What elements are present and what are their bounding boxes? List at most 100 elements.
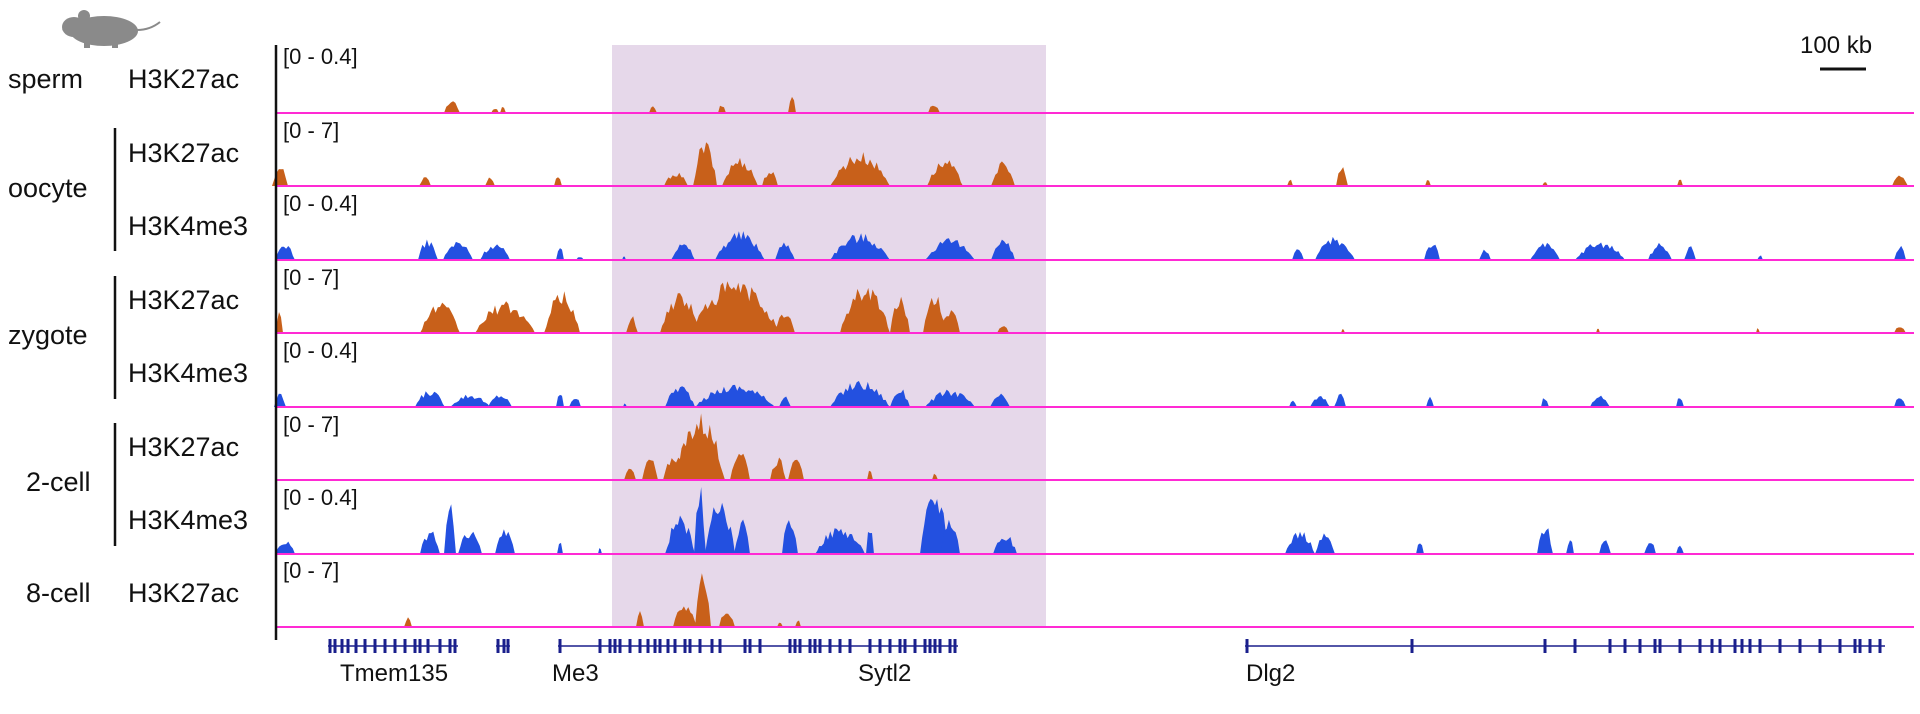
signal-peak: [275, 246, 295, 260]
gene-exon: [608, 639, 612, 653]
data-range-label: [0 - 0.4]: [283, 191, 358, 216]
gene-exon: [383, 639, 387, 653]
gene-exon: [718, 639, 722, 653]
signal-peak: [693, 142, 717, 186]
gene-exon: [1858, 639, 1862, 653]
gene-exon: [868, 639, 872, 653]
gene-exon: [683, 639, 687, 653]
signal-peak: [1537, 528, 1553, 554]
gene-exon: [1878, 639, 1882, 653]
gene-exon: [628, 639, 632, 653]
mark-label: H3K27ac: [128, 285, 240, 315]
data-range-label: [0 - 0.4]: [283, 338, 358, 363]
gene-exon: [1543, 639, 1547, 653]
gene-exon: [613, 639, 617, 653]
gene-exon: [496, 639, 500, 653]
signal-peak: [420, 531, 440, 554]
gene-exon: [646, 639, 650, 653]
gene-exon: [363, 639, 367, 653]
gene-exon: [418, 639, 422, 653]
signal-peak: [940, 519, 960, 554]
gene-label-tmem135: Tmem135: [340, 660, 449, 687]
gene-exon: [354, 639, 358, 653]
signal-peak: [642, 459, 658, 480]
mark-label: H3K4me3: [128, 358, 249, 388]
gene-label-sytl2: Sytl2: [858, 660, 912, 687]
signal-peak: [719, 613, 735, 627]
gene-exon: [688, 639, 692, 653]
signal-peak: [475, 301, 535, 333]
signal-peak: [991, 239, 1015, 260]
signal-peak: [488, 395, 512, 407]
gene-exon: [502, 639, 506, 653]
signal-peak: [1285, 531, 1315, 554]
gene-exon: [923, 639, 927, 653]
signal-peak: [1644, 543, 1656, 554]
gene-exon: [818, 639, 822, 653]
gene-exon: [666, 639, 670, 653]
signal-peak: [695, 384, 775, 407]
gene-exon: [748, 639, 752, 653]
signal-peak: [675, 413, 725, 480]
signal-peak: [695, 573, 711, 627]
signal-peak: [1334, 393, 1346, 407]
signal-peak: [554, 177, 562, 186]
signal-peak: [1287, 179, 1293, 186]
gene-exon: [793, 639, 797, 653]
gene-exon: [878, 639, 882, 653]
signal-peak: [997, 326, 1009, 333]
signal-peak: [671, 244, 695, 260]
signal-layer: [272, 96, 1908, 627]
signal-peak: [636, 611, 644, 627]
signal-peak: [649, 106, 657, 113]
signal-peak: [418, 239, 438, 260]
gene-exon: [1710, 639, 1714, 653]
signal-peak: [665, 386, 695, 407]
signal-peak: [458, 531, 482, 554]
gene-exon: [1778, 639, 1782, 653]
stage-label-2cell: 2-cell: [26, 467, 91, 497]
gene-exon: [558, 639, 562, 653]
scale-bar-label: 100 kb: [1800, 32, 1873, 59]
signal-peak: [1648, 242, 1672, 260]
signal-peak: [890, 389, 910, 407]
signal-peak: [495, 529, 515, 554]
signal-peak: [420, 302, 460, 333]
signal-peak: [991, 161, 1015, 186]
data-range-label: [0 - 7]: [283, 558, 340, 583]
signal-peak: [1676, 398, 1684, 407]
gene-exon: [1740, 639, 1744, 653]
gene-exon: [698, 639, 702, 653]
gene-exon: [373, 639, 377, 653]
signal-peak: [1315, 533, 1335, 554]
signal-peak: [404, 617, 412, 627]
gene-exon: [913, 639, 917, 653]
gene-exon: [798, 639, 802, 653]
signal-peak: [1479, 249, 1491, 260]
gene-exon: [1410, 639, 1414, 653]
gene-exon: [413, 639, 417, 653]
gene-exon: [403, 639, 407, 653]
signal-peak: [557, 542, 563, 554]
signal-peak: [775, 242, 795, 260]
signal-peak: [1426, 396, 1434, 407]
signal-peak: [1756, 328, 1760, 333]
signal-peak: [624, 468, 636, 480]
signal-peak: [1892, 175, 1908, 186]
signal-peak: [928, 105, 940, 113]
signal-peak: [544, 291, 580, 333]
gene-exon: [953, 639, 957, 653]
signal-peak: [1292, 249, 1304, 260]
signal-peak: [890, 296, 910, 333]
signal-peak: [990, 393, 1010, 407]
gene-exon: [506, 639, 510, 653]
gene-exon: [848, 639, 852, 653]
gene-exon: [658, 639, 662, 653]
mark-label: H3K27ac: [128, 138, 240, 168]
signal-peak: [718, 105, 726, 113]
gene-exon: [758, 639, 762, 653]
signal-peak: [1315, 236, 1355, 260]
gene-exon: [333, 639, 337, 653]
signal-peak: [694, 487, 706, 554]
